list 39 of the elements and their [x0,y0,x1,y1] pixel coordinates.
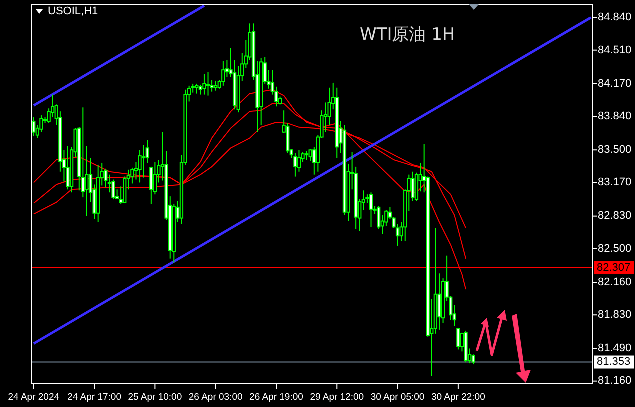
y-tick-label: 84.840 [598,12,632,24]
candlestick [195,83,199,94]
candlestick [202,74,206,96]
ref-line-label: 82.307 [597,262,631,274]
y-tick-label: 82.160 [598,276,632,288]
candlestick [142,144,146,178]
y-tick-label: 82.830 [598,210,632,222]
chart-title: USOIL,H1 [48,6,98,18]
candlestick [294,152,298,178]
candlestick [214,80,218,92]
candlestick [112,179,116,200]
candlestick [222,60,226,86]
candlestick [150,166,154,205]
candlestick [438,273,442,330]
candlestick [456,327,460,350]
x-tick-label: 29 Apr 12:00 [310,392,364,403]
x-tick-label: 25 Apr 10:00 [128,392,182,403]
y-tick-label: 84.510 [598,44,632,56]
y-tick-label: 83.500 [598,144,632,156]
y-tick-label: 81.490 [598,342,632,355]
candlestick [206,72,210,96]
y-tick-label: 82.500 [598,242,632,255]
x-tick-label: 30 Apr 05:00 [370,392,425,403]
y-tick-label: 83.840 [598,110,632,122]
y-tick-label: 81.160 [598,375,632,388]
x-tick-label: 30 Apr 22:00 [431,392,486,403]
candlestick [377,206,381,230]
y-tick-label: 84.170 [598,78,632,90]
candlestick [308,148,312,162]
ref-line-label: 81.353 [597,356,631,368]
annotation: WTI原油 1H [360,25,456,45]
x-tick-label: 24 Apr 17:00 [68,392,122,403]
x-tick-label: 26 Apr 03:00 [188,392,243,403]
x-tick-label: 24 Apr 2024 [8,392,60,403]
candlestick [369,192,374,228]
y-tick-label: 81.830 [598,309,632,322]
y-tick-label: 83.170 [598,176,632,189]
x-tick-label: 26 Apr 19:00 [250,392,304,403]
candlestick [66,146,70,190]
